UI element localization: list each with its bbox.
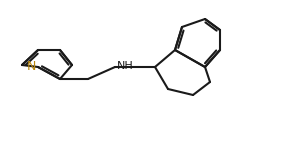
Text: N: N xyxy=(26,61,36,74)
Text: NH: NH xyxy=(117,61,134,71)
